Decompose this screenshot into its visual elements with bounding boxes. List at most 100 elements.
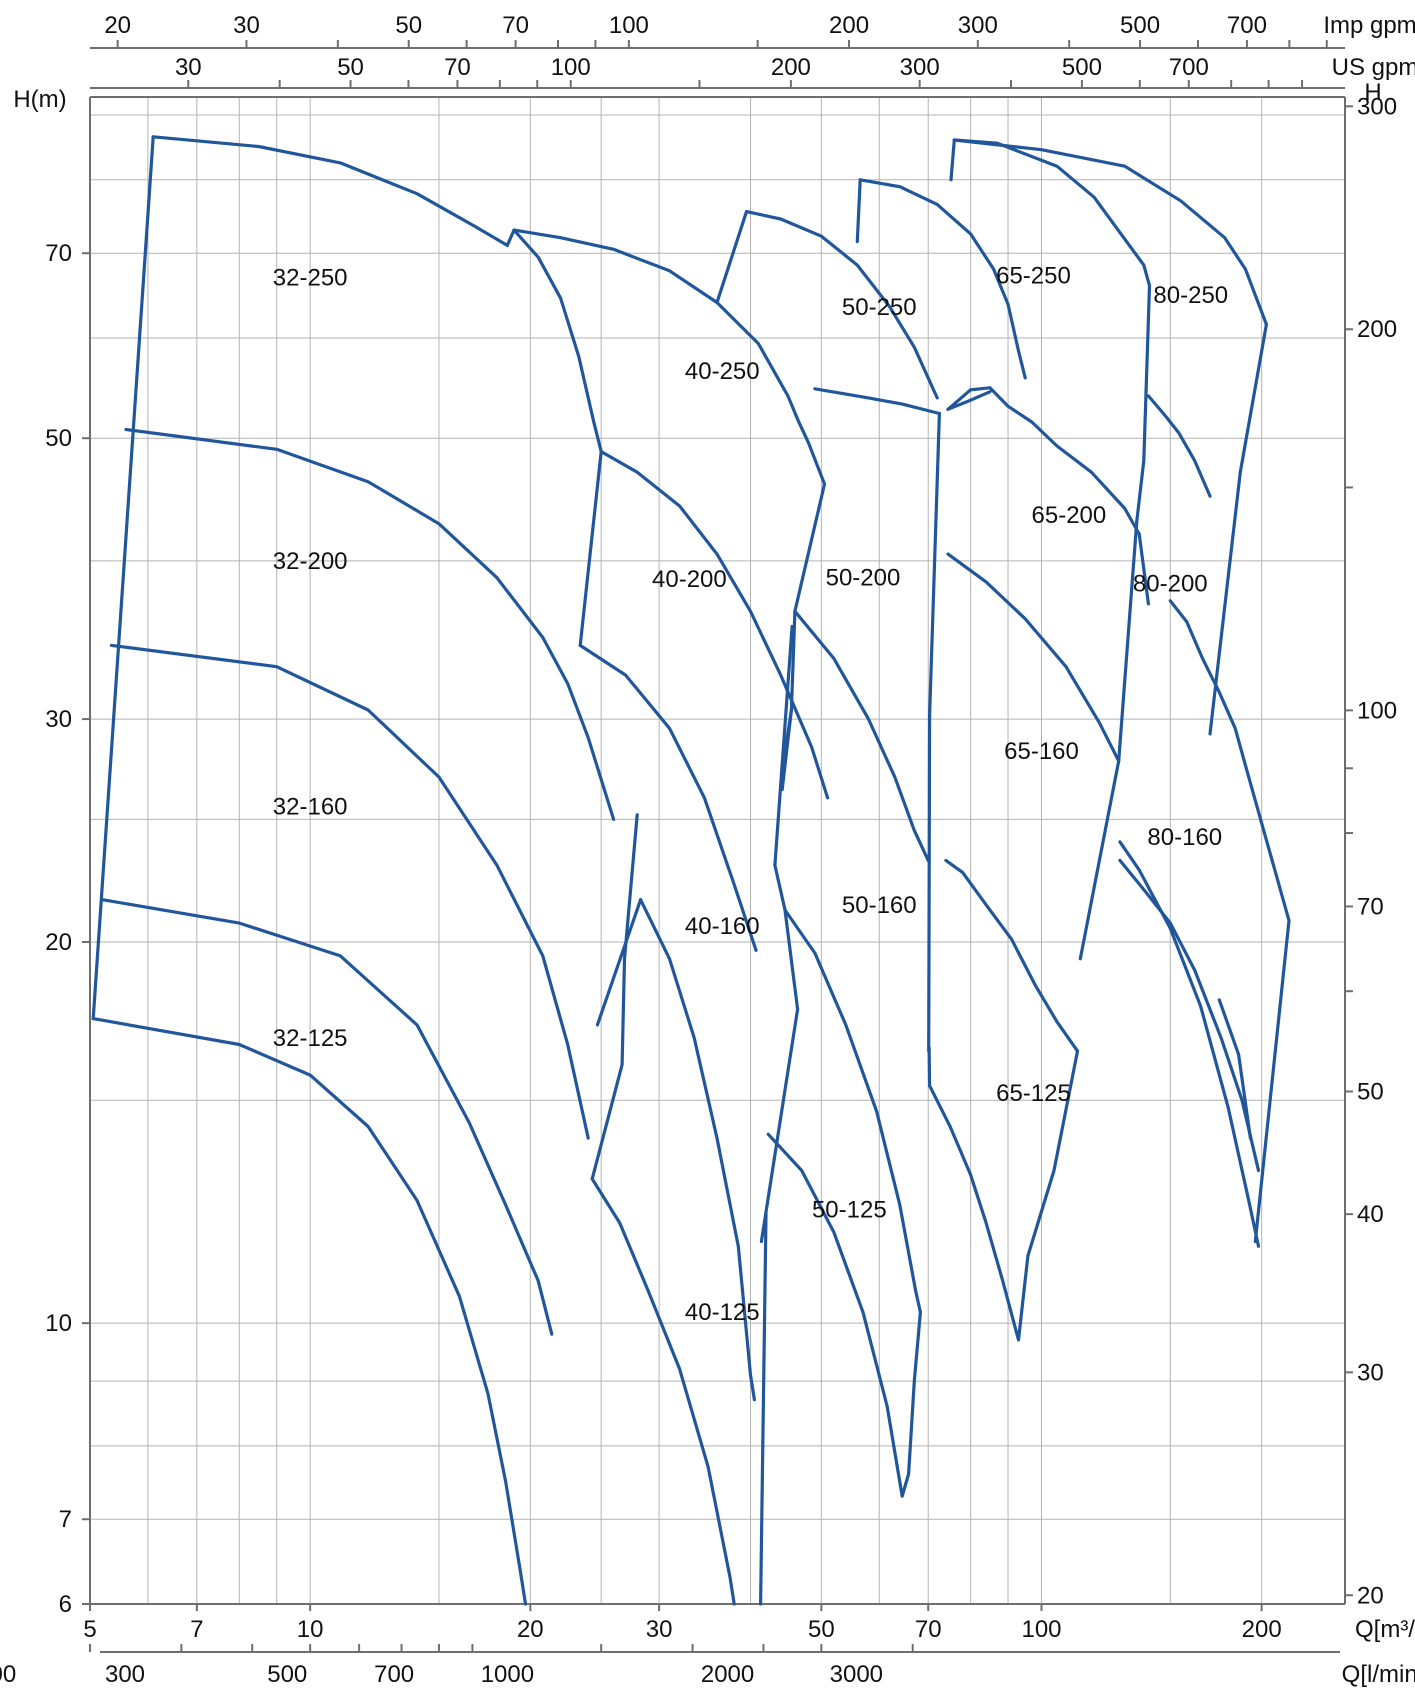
x-tick-label: 5 bbox=[83, 1616, 96, 1643]
curve-65 bbox=[813, 387, 941, 416]
performance-curves bbox=[91, 135, 1291, 1606]
model-labels: 32-250 32-200 32-160 32-125 40-250 40-200 40-1… bbox=[273, 263, 1228, 1327]
lmin-tick-label: 300 bbox=[105, 1661, 145, 1688]
x-tick-label: 100 bbox=[1021, 1616, 1061, 1643]
curve-50 bbox=[715, 210, 749, 305]
region-label-50-200: 50-200 bbox=[826, 565, 901, 592]
curve-50 bbox=[773, 863, 787, 912]
region-label-50-250: 50-250 bbox=[842, 294, 917, 321]
region-label-40-160: 40-160 bbox=[685, 913, 760, 940]
curve-50 bbox=[780, 609, 797, 791]
curve-50 bbox=[773, 624, 794, 867]
impgpm-tick-label: 20 bbox=[104, 12, 131, 39]
curve-65 bbox=[946, 390, 992, 411]
x-axis-unit: Q[m³/h] bbox=[1355, 1616, 1415, 1643]
usgpm-tick-label: 500 bbox=[1062, 54, 1102, 81]
usgpm-tick-label: 100 bbox=[551, 54, 591, 81]
x-tick-label: 20 bbox=[517, 1616, 544, 1643]
curve-80 bbox=[952, 138, 1268, 326]
curve-65 bbox=[1078, 519, 1139, 961]
usgpm-tick-label: 700 bbox=[1169, 54, 1209, 81]
curve-50 bbox=[855, 178, 862, 244]
curve-50 bbox=[783, 908, 922, 1314]
y2-tick-label: 100 bbox=[1357, 697, 1397, 724]
curve-65 bbox=[969, 386, 992, 392]
curve-50 bbox=[783, 908, 800, 1011]
curve-40 bbox=[599, 450, 830, 800]
curve-80 bbox=[1137, 532, 1150, 606]
curve-80 bbox=[1118, 858, 1261, 1173]
region-label-32-250: 32-250 bbox=[273, 264, 348, 291]
curve-65 bbox=[949, 138, 956, 182]
curve-50 bbox=[793, 482, 827, 613]
impgpm-tick-label: 300 bbox=[958, 12, 998, 39]
usgpm-tick-label: 300 bbox=[900, 54, 940, 81]
axes: 5 7 10 20 30 50 70 100 200 Q[m³/h] 100 200 300 500 700… bbox=[0, 12, 1415, 1688]
x-tick-label: 30 bbox=[646, 1616, 673, 1643]
curve-32 bbox=[151, 135, 509, 247]
lmin-tick-label: 700 bbox=[374, 1661, 414, 1688]
region-label-65-125: 65-125 bbox=[996, 1080, 1071, 1107]
curve-50 bbox=[766, 1132, 922, 1498]
curve-40 bbox=[512, 228, 790, 398]
region-label-80-250: 80-250 bbox=[1153, 282, 1228, 309]
curve-65 bbox=[858, 178, 1027, 380]
y-tick-label: 10 bbox=[45, 1310, 72, 1337]
x-tick-label: 50 bbox=[808, 1616, 835, 1643]
curve-40 bbox=[505, 228, 516, 247]
curve-80 bbox=[1253, 918, 1291, 1244]
curve-32 bbox=[124, 427, 616, 821]
y2-tick-label: 20 bbox=[1357, 1582, 1384, 1609]
curve-40 bbox=[595, 898, 643, 1027]
curve-65 bbox=[988, 386, 1141, 536]
y-tick-label: 7 bbox=[59, 1506, 72, 1533]
y-tick-label: 70 bbox=[45, 240, 72, 267]
curve-50 bbox=[744, 210, 939, 400]
usgpm-tick-label: 200 bbox=[771, 54, 811, 81]
x-tick-label: 200 bbox=[1242, 1616, 1282, 1643]
impgpm-axis-unit: Imp gpm bbox=[1323, 12, 1415, 39]
curve-50 bbox=[786, 394, 827, 486]
region-label-32-125: 32-125 bbox=[273, 1025, 348, 1052]
region-label-65-160: 65-160 bbox=[1004, 738, 1079, 765]
y-tick-label: 50 bbox=[45, 425, 72, 452]
curve-65 bbox=[928, 411, 941, 717]
curve-32 bbox=[91, 135, 155, 1021]
usgpm-tick-label: 70 bbox=[444, 54, 471, 81]
curve-65 bbox=[946, 388, 973, 411]
impgpm-tick-label: 50 bbox=[395, 12, 422, 39]
curve-80 bbox=[1146, 394, 1212, 498]
curve-80 bbox=[1247, 775, 1291, 923]
impgpm-tick-label: 100 bbox=[609, 12, 649, 39]
y-tick-label: 30 bbox=[45, 706, 72, 733]
curve-80 bbox=[1217, 998, 1252, 1140]
region-label-40-200: 40-200 bbox=[652, 566, 727, 593]
y2-tick-label: 50 bbox=[1357, 1078, 1384, 1105]
curve-40 bbox=[590, 1177, 736, 1606]
region-label-40-250: 40-250 bbox=[685, 358, 760, 385]
curve-80 bbox=[1238, 322, 1268, 474]
x-tick-label: 10 bbox=[297, 1616, 324, 1643]
region-label-80-200: 80-200 bbox=[1133, 570, 1208, 597]
usgpm-tick-label: 30 bbox=[175, 54, 202, 81]
curve-40 bbox=[578, 450, 603, 647]
y2-axis-unit: H bbox=[1364, 79, 1381, 106]
y2-tick-label: 40 bbox=[1357, 1201, 1384, 1228]
curve-40 bbox=[759, 1212, 768, 1606]
region-label-65-200: 65-200 bbox=[1032, 502, 1107, 529]
y2-tick-label: 200 bbox=[1357, 316, 1397, 343]
curve-40 bbox=[512, 228, 603, 454]
lmin-tick-label: 500 bbox=[267, 1661, 307, 1688]
y-tick-label: 6 bbox=[59, 1591, 72, 1618]
y2-tick-label: 300 bbox=[1357, 93, 1397, 120]
curve-65 bbox=[946, 552, 1121, 763]
region-label-50-160: 50-160 bbox=[842, 892, 917, 919]
impgpm-tick-label: 30 bbox=[233, 12, 260, 39]
curve-32 bbox=[100, 898, 554, 1336]
usgpm-axis-unit: US gpm bbox=[1332, 54, 1415, 81]
region-label-32-160: 32-160 bbox=[273, 793, 348, 820]
curve-50 bbox=[782, 708, 793, 759]
curve-65 bbox=[927, 713, 932, 1053]
lmin-axis-unit: Q[l/min] bbox=[1342, 1661, 1415, 1688]
